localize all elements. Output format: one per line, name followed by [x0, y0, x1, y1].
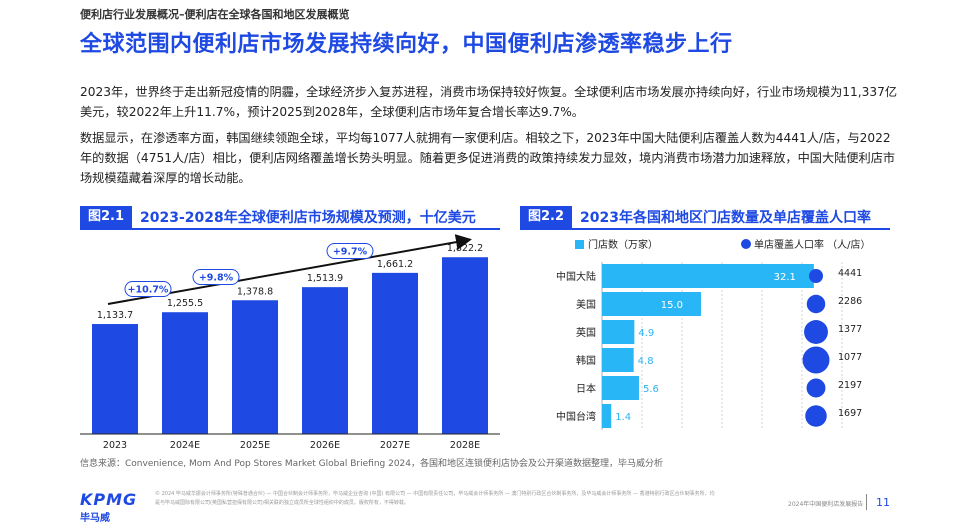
category-label: 英国	[576, 326, 596, 339]
footer-divider	[866, 494, 867, 510]
x-tick-label: 2025E	[240, 440, 270, 451]
store-bar-中国台湾	[602, 404, 612, 428]
fig1-rule	[80, 228, 500, 230]
fig2-title: 2023年各国和地区门店数量及单店覆盖人口率	[580, 210, 871, 226]
coverage-value-label: 2197	[838, 380, 862, 391]
store-bar-中国大陆	[602, 264, 814, 288]
bar-2024E	[162, 312, 208, 434]
kpmg-logo: KPMG 毕马威	[80, 490, 138, 524]
bar-2026E	[302, 287, 348, 434]
store-bar-日本	[602, 376, 639, 400]
store-bar-英国	[602, 320, 635, 344]
store-value-label: 5.6	[643, 384, 659, 395]
bar-value-label: 1,822.2	[447, 243, 483, 254]
market-size-bar-chart: 2023 2024E 2025E 2026E 2027E 2028E 1,133.7 1,2…	[80, 234, 500, 451]
paragraph-penetration: 数据显示，在渗透率方面，韩国继续领跑全球，平均每1077人就拥有一家便利店。相较…	[80, 131, 896, 185]
x-tick-label: 2026E	[310, 440, 340, 451]
category-label: 中国大陆	[556, 270, 596, 283]
category-label: 日本	[576, 382, 596, 395]
growth-label: +9.8%	[199, 273, 234, 284]
category-label: 韩国	[576, 354, 596, 367]
store-value-label: 4.9	[638, 328, 654, 339]
category-label: 美国	[576, 298, 596, 311]
paragraph-market-overview: 2023年，世界终于走出新冠疫情的阴霾，全球经济步入复苏进程，消费市场保持较好恢…	[80, 85, 898, 119]
legend-swatch-stores	[575, 240, 584, 249]
category-label: 中国台湾	[556, 410, 596, 423]
growth-label: +10.7%	[128, 285, 169, 296]
legend-swatch-coverage	[741, 239, 751, 249]
page-number: 11	[876, 496, 890, 509]
bar-2025E	[232, 300, 278, 434]
x-tick-label: 2028E	[450, 440, 480, 451]
breadcrumb: 便利店行业发展概况–便利店在全球各国和地区发展概览	[80, 8, 350, 21]
growth-badge	[326, 243, 374, 259]
coverage-value-label: 4441	[838, 268, 862, 279]
bar-value-label: 1,661.2	[377, 259, 413, 270]
coverage-circle-韩国	[802, 346, 830, 374]
legend-label-coverage: 单店覆盖人口率 （人/店）	[754, 238, 871, 251]
bar-2023	[92, 324, 138, 434]
legend-label-stores: 门店数（万家）	[588, 238, 658, 251]
store-bar-韩国	[602, 348, 634, 372]
source-note: 信息来源：Convenience, Mom And Pop Stores Mar…	[80, 459, 664, 469]
coverage-circle-日本	[806, 378, 826, 398]
store-value-label: 32.1	[774, 272, 796, 283]
bar-value-label: 1,255.5	[167, 298, 203, 309]
coverage-value-label: 1077	[838, 352, 862, 363]
coverage-value-label: 1377	[838, 324, 862, 335]
growth-badge	[192, 269, 240, 285]
store-value-label: 4.8	[638, 356, 654, 367]
coverage-circle-中国台湾	[805, 405, 827, 427]
coverage-circle-英国	[804, 320, 828, 344]
stores-coverage-chart: 门店数（万家） 单店覆盖人口率 （人/店） 中国大陆 32.1 4441 美国 15.0…	[556, 238, 871, 430]
store-bar-美国	[602, 292, 701, 316]
x-tick-label: 2023	[103, 440, 127, 451]
coverage-value-label: 2286	[838, 296, 862, 307]
coverage-circle-美国	[806, 294, 826, 314]
store-value-label: 15.0	[661, 300, 683, 311]
x-tick-label: 2027E	[380, 440, 410, 451]
bar-2027E	[372, 272, 418, 434]
fig2-tag: 图2.2	[520, 206, 573, 228]
bar-value-label: 1,133.7	[97, 310, 133, 321]
page-title: 全球范围内便利店市场发展持续向好，中国便利店渗透率稳步上行	[80, 32, 733, 57]
bar-value-label: 1,513.9	[307, 273, 343, 284]
coverage-value-label: 1697	[838, 408, 862, 419]
store-value-label: 1.4	[615, 412, 631, 423]
coverage-circle-中国大陆	[809, 269, 823, 283]
bar-2028E	[442, 257, 488, 434]
report-name: 2024年中国便利店发展报告	[788, 501, 864, 508]
bar-value-label: 1,378.8	[237, 286, 273, 297]
fig2-header: 图2.2 2023年各国和地区门店数量及单店覆盖人口率	[520, 205, 871, 229]
growth-badge	[124, 281, 172, 297]
fig1-header: 图2.1 2023-2028年全球便利店市场规模及预测，十亿美元	[80, 205, 476, 229]
disclaimer: © 2024 毕马威华振会计师事务所(特殊普通合伙) — 中国合伙制会计师事务所…	[155, 491, 715, 506]
fig1-title: 2023-2028年全球便利店市场规模及预测，十亿美元	[140, 210, 476, 226]
x-tick-label: 2024E	[170, 440, 200, 451]
fig1-tag: 图2.1	[80, 206, 133, 228]
growth-label: +9.7%	[333, 247, 368, 258]
fig2-rule	[520, 228, 890, 230]
